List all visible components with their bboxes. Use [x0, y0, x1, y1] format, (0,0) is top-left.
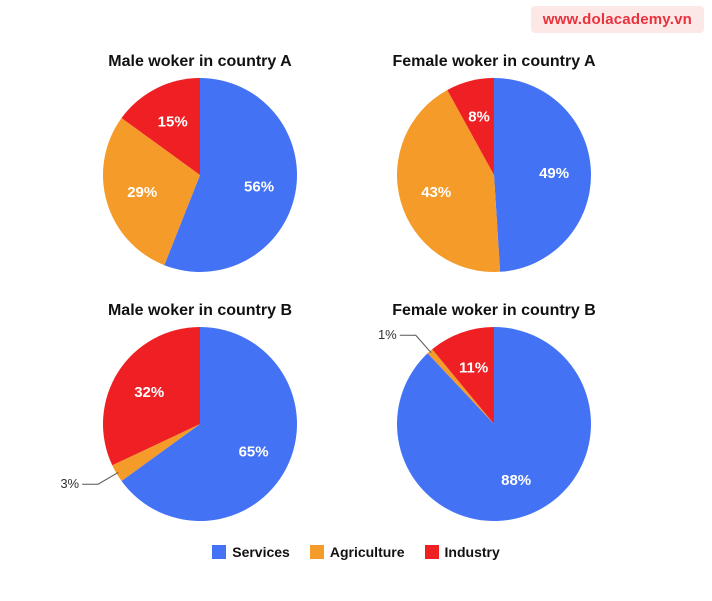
pie-slice-services: [164, 78, 297, 272]
pie-chart-3: Male woker in country B 65% 3% 32%: [60, 302, 297, 522]
pie-slice-industry: [432, 326, 494, 424]
legend-item-industry: Industry: [424, 544, 500, 560]
callout-line: [399, 334, 432, 354]
legend-item-services: Services: [212, 544, 290, 560]
pie-slice-services: [121, 327, 297, 522]
pie-slice-industry: [102, 326, 200, 466]
pie-slice-industry: [447, 78, 494, 175]
chart-title: Female woker in country A: [392, 53, 595, 70]
legend: Services Agriculture Industry: [0, 544, 712, 560]
slice-value-label: 8%: [468, 109, 490, 126]
slice-value-label: 88%: [501, 472, 531, 489]
pie-slice-agriculture: [112, 424, 200, 482]
legend-label-industry: Industry: [444, 544, 500, 560]
pie-slice-agriculture: [427, 349, 494, 424]
slice-value-label: 1%: [378, 327, 397, 342]
pie-slice-industry: [121, 78, 200, 175]
slice-value-label: 29%: [127, 184, 157, 201]
legend-label-agriculture: Agriculture: [329, 544, 405, 560]
pie-chart-2: Female woker in country A 49% 43% 8%: [392, 53, 596, 272]
pie-chart-1: Male woker in country A 56% 29% 15%: [102, 53, 297, 272]
pie-slice-agriculture: [397, 89, 501, 272]
callout-line: [82, 471, 119, 485]
legend-swatch-services: [212, 545, 227, 559]
legend-item-agriculture: Agriculture: [309, 544, 405, 560]
slice-value-label: 49%: [539, 165, 569, 182]
legend-swatch-agriculture: [309, 545, 324, 559]
legend-label-services: Services: [232, 544, 290, 560]
chart-title: Male woker in country B: [108, 302, 292, 319]
slice-value-label: 11%: [459, 359, 488, 376]
slice-value-label: 65%: [239, 443, 269, 460]
pie-charts-area: Male woker in country A 56% 29% 15% Female w…: [60, 53, 596, 522]
slice-value-label: 32%: [134, 384, 164, 401]
slice-value-label: 3%: [60, 476, 79, 491]
pie-slice-services: [494, 78, 591, 272]
pie-slice-agriculture: [102, 117, 200, 266]
slice-value-label: 15%: [158, 113, 188, 130]
slice-value-label: 43%: [421, 184, 451, 201]
slice-value-label: 56%: [244, 178, 274, 195]
chart-title: Male woker in country A: [108, 53, 292, 70]
chart-title: Female woker in country B: [392, 302, 596, 319]
pie-chart-4: Female woker in country B 88% 1% 11%: [378, 302, 596, 521]
website-watermark: www.dolacademy.vn: [530, 6, 704, 33]
legend-swatch-industry: [424, 545, 439, 559]
